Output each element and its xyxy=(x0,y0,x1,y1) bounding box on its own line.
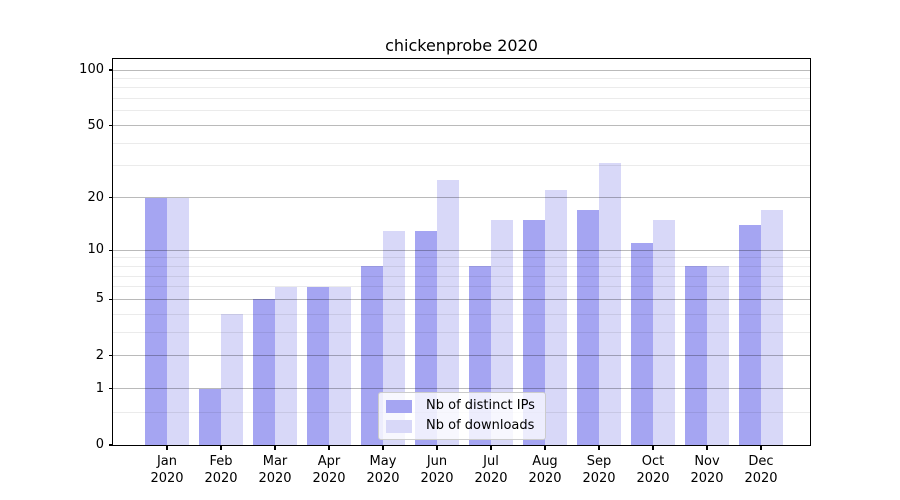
gridline-major xyxy=(113,355,810,357)
gridline-minor xyxy=(113,331,810,333)
y-tick-label: 100 xyxy=(79,62,104,78)
x-tick-label: May 2020 xyxy=(366,454,400,486)
bar-downloads xyxy=(599,163,621,445)
legend-swatch-downloads xyxy=(386,419,412,433)
x-tick-label: Dec 2020 xyxy=(744,454,778,486)
gridline-minor xyxy=(113,275,810,277)
x-tick-mark xyxy=(706,445,708,450)
plot-area xyxy=(113,59,810,445)
legend-swatch-distinct-ips xyxy=(386,399,412,413)
gridline-minor xyxy=(113,313,810,315)
bar-distinct-ips xyxy=(739,224,761,445)
bar-downloads xyxy=(653,219,675,445)
y-tick-label: 5 xyxy=(95,291,104,307)
y-tick-mark xyxy=(109,196,113,199)
x-tick-label: Jan 2020 xyxy=(150,454,184,486)
y-tick-label: 50 xyxy=(87,117,104,133)
bar-downloads xyxy=(329,286,351,445)
bar-downloads xyxy=(491,219,513,445)
bar-distinct-ips xyxy=(415,230,437,445)
gridline-major xyxy=(113,69,810,71)
legend-label: Nb of downloads xyxy=(426,418,535,433)
x-tick-label: Oct 2020 xyxy=(636,454,670,486)
gridline-minor xyxy=(113,87,810,89)
y-tick-label: 1 xyxy=(95,380,104,396)
bar-distinct-ips xyxy=(631,243,653,445)
y-tick-label: 10 xyxy=(87,242,104,258)
y-tick-mark xyxy=(109,298,113,301)
bar-downloads xyxy=(221,314,243,445)
y-tick-label: 2 xyxy=(95,347,104,363)
y-tick-mark xyxy=(109,124,113,127)
x-tick-mark xyxy=(166,445,168,450)
legend-item: Nb of distinct IPs xyxy=(386,399,535,413)
gridline-minor xyxy=(113,165,810,167)
gridline-major xyxy=(113,298,810,300)
bar-distinct-ips xyxy=(145,197,167,445)
x-tick-label: Aug 2020 xyxy=(528,454,562,486)
legend-item: Nb of downloads xyxy=(386,419,535,433)
gridline-major xyxy=(113,249,810,251)
gridline-minor xyxy=(113,77,810,79)
gridline-major xyxy=(113,197,810,199)
bar-distinct-ips xyxy=(253,299,275,445)
bar-distinct-ips xyxy=(523,219,545,445)
x-tick-mark xyxy=(328,445,330,450)
chart-title: chickenprobe 2020 xyxy=(385,36,538,55)
x-tick-label: Mar 2020 xyxy=(258,454,292,486)
x-tick-mark xyxy=(598,445,600,450)
bar-downloads xyxy=(707,266,729,445)
x-tick-mark xyxy=(220,445,222,450)
x-tick-label: Sep 2020 xyxy=(582,454,616,486)
gridline-minor xyxy=(113,257,810,259)
x-tick-mark xyxy=(490,445,492,450)
x-tick-label: Feb 2020 xyxy=(204,454,238,486)
gridline-minor xyxy=(113,98,810,100)
bar-downloads xyxy=(437,180,459,445)
x-tick-mark xyxy=(382,445,384,450)
x-tick-mark xyxy=(274,445,276,450)
gridline-major xyxy=(113,125,810,127)
y-tick-label: 20 xyxy=(87,189,104,205)
bar-distinct-ips xyxy=(577,210,599,445)
bar-distinct-ips xyxy=(361,266,383,445)
x-tick-mark xyxy=(436,445,438,450)
bar-downloads xyxy=(545,190,567,445)
y-tick-mark xyxy=(109,355,113,357)
legend: Nb of distinct IPs Nb of downloads xyxy=(378,392,546,440)
gridline-major xyxy=(113,388,810,390)
x-tick-label: Jun 2020 xyxy=(420,454,454,486)
x-tick-label: Jul 2020 xyxy=(474,454,508,486)
y-tick-mark xyxy=(109,249,113,251)
gridline-minor xyxy=(113,286,810,288)
x-tick-label: Nov 2020 xyxy=(690,454,724,486)
x-tick-mark xyxy=(544,445,546,450)
gridline-minor xyxy=(113,265,810,267)
y-tick-mark xyxy=(109,388,113,390)
y-tick-label: 0 xyxy=(95,437,104,452)
x-tick-mark xyxy=(652,445,654,450)
bar-distinct-ips xyxy=(307,286,329,445)
y-tick-mark xyxy=(109,69,113,71)
gridline-minor xyxy=(113,142,810,144)
bar-downloads xyxy=(761,210,783,445)
legend-label: Nb of distinct IPs xyxy=(426,398,535,413)
bar-distinct-ips xyxy=(685,266,707,445)
bar-downloads xyxy=(275,286,297,445)
y-tick-mark xyxy=(109,444,113,446)
bar-distinct-ips xyxy=(199,388,221,445)
x-tick-mark xyxy=(760,445,762,450)
bar-downloads xyxy=(167,197,189,445)
bar-downloads xyxy=(383,230,405,445)
gridline-minor xyxy=(113,110,810,112)
x-tick-label: Apr 2020 xyxy=(312,454,346,486)
